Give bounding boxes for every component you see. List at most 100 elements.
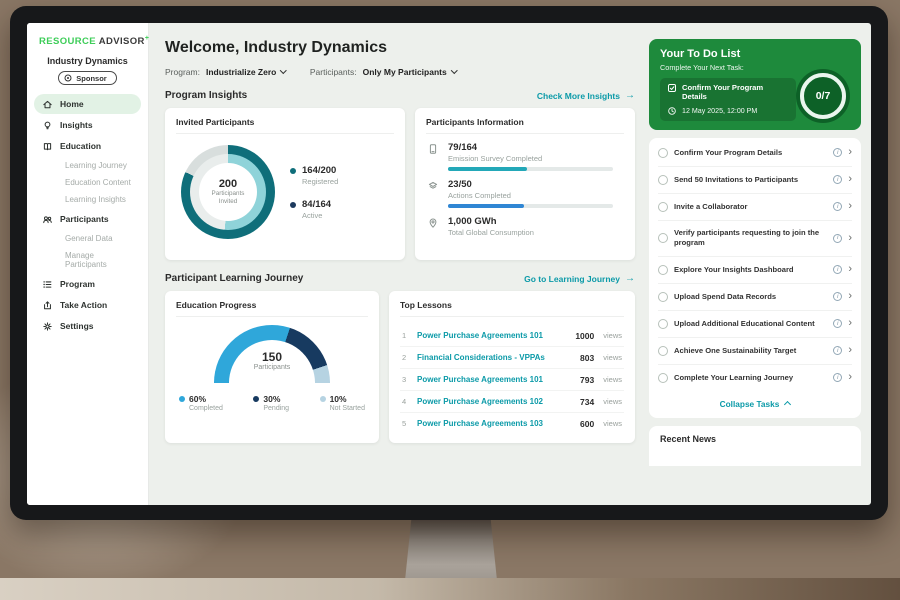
- chevron-right-icon[interactable]: [848, 147, 852, 158]
- sidebar-item-program[interactable]: Program: [34, 274, 141, 294]
- medal-icon: [64, 74, 72, 82]
- sidebar-item-take-action[interactable]: Take Action: [34, 295, 141, 315]
- legend-value: 84/164: [302, 198, 332, 210]
- chevron-right-icon[interactable]: [848, 318, 852, 329]
- views-suffix: views: [603, 375, 622, 384]
- link-label: Check More Insights: [536, 90, 620, 101]
- recent-news-card[interactable]: Recent News: [649, 425, 861, 466]
- sidebar-item-home[interactable]: Home: [34, 94, 141, 115]
- chevron-right-icon[interactable]: [848, 264, 852, 275]
- legend-label: Not Started: [329, 405, 365, 412]
- info-icon[interactable]: [833, 373, 843, 383]
- check-more-insights-link[interactable]: Check More Insights: [537, 90, 635, 101]
- chevron-right-icon[interactable]: [848, 345, 852, 356]
- task-row[interactable]: Send 50 Invitations to Participants: [658, 167, 852, 194]
- info-content: 23/50 Actions Completed: [448, 179, 624, 208]
- task-checkbox[interactable]: [658, 147, 668, 158]
- task-checkbox[interactable]: [658, 345, 668, 356]
- participants-filter-label: Participants:: [309, 67, 357, 77]
- lesson-link[interactable]: Power Purchase Agreements 102: [417, 397, 543, 406]
- insights-cards-row: Invited Participants 200 Participants In…: [165, 108, 635, 260]
- gear-icon: [43, 321, 52, 331]
- lesson-row: 5 Power Purchase Agreements 103 600 view…: [400, 413, 624, 434]
- task-row[interactable]: Upload Additional Educational Content: [658, 311, 852, 338]
- task-checkbox[interactable]: [658, 201, 668, 212]
- lesson-rank: 1: [402, 331, 407, 340]
- task-checkbox[interactable]: [658, 264, 668, 275]
- task-row[interactable]: Verify participants requesting to join t…: [658, 221, 852, 257]
- info-icon[interactable]: [833, 202, 843, 212]
- task-label: Upload Spend Data Records: [674, 291, 777, 301]
- chevron-right-icon[interactable]: [848, 291, 852, 302]
- education-legend: 60% Completed 30% Pending 10% Not Starte…: [176, 383, 368, 412]
- next-task-time-row: 12 May 2025, 12:00 PM: [667, 106, 789, 116]
- task-label: Invite a Collaborator: [674, 202, 748, 212]
- sidebar-item-education[interactable]: Education: [34, 136, 141, 156]
- task-row[interactable]: Upload Spend Data Records: [658, 284, 852, 311]
- task-label: Complete Your Learning Journey: [674, 372, 794, 382]
- book-icon: [43, 142, 52, 150]
- info-icon[interactable]: [833, 319, 843, 329]
- sidebar-item-participants[interactable]: Participants: [34, 209, 141, 229]
- task-checkbox[interactable]: [658, 291, 668, 302]
- task-row[interactable]: Confirm Your Program Details: [658, 140, 852, 167]
- lesson-link[interactable]: Power Purchase Agreements 103: [417, 419, 543, 428]
- info-label: Emission Survey Completed: [448, 154, 543, 163]
- task-checkbox[interactable]: [658, 318, 668, 329]
- legend-item-registered: 164/200 Registered: [290, 165, 338, 186]
- lesson-link[interactable]: Power Purchase Agreements 101: [417, 331, 543, 340]
- monitor-bezel: RESOURCE ADVISOR+ Industry Dynamics Spon…: [10, 6, 888, 520]
- task-row[interactable]: Complete Your Learning Journey: [658, 365, 852, 391]
- sidebar-item-learning-journey[interactable]: Learning Journey: [65, 161, 127, 171]
- task-checkbox[interactable]: [658, 372, 668, 383]
- legend-item-pending: 30% Pending: [253, 394, 289, 412]
- participants-filter: Participants: Only My Participants: [309, 67, 458, 77]
- chevron-right-icon[interactable]: [848, 233, 852, 244]
- filters-row: Program: Industrialize Zero Participants…: [165, 67, 635, 77]
- sponsor-badge-label: Sponsor: [76, 73, 107, 83]
- info-icon[interactable]: [833, 292, 843, 302]
- logo-part-resource: RESOURCE: [39, 36, 97, 48]
- page-title: Welcome, Industry Dynamics: [165, 39, 387, 56]
- chevron-right-icon[interactable]: [848, 201, 852, 212]
- clipboard-icon: [426, 142, 440, 171]
- sidebar-item-insights[interactable]: Insights: [34, 115, 141, 135]
- task-row[interactable]: Achieve One Sustainability Target: [658, 338, 852, 365]
- lesson-link[interactable]: Power Purchase Agreements 101: [417, 375, 543, 384]
- info-label: Actions Completed: [448, 191, 511, 200]
- views-suffix: views: [603, 353, 622, 362]
- sidebar-item-general-data[interactable]: General Data: [65, 234, 113, 244]
- chevron-right-icon[interactable]: [848, 174, 852, 185]
- info-icon[interactable]: [833, 233, 843, 243]
- program-filter-dropdown[interactable]: Industrialize Zero: [206, 67, 287, 77]
- lesson-rank: 5: [402, 419, 407, 428]
- lesson-link[interactable]: Financial Considerations - VPPAs: [417, 353, 545, 362]
- sidebar-item-settings[interactable]: Settings: [34, 316, 141, 336]
- legend-label: Registered: [302, 176, 339, 186]
- go-to-learning-journey-link[interactable]: Go to Learning Journey: [524, 273, 635, 284]
- task-checkbox[interactable]: [658, 233, 668, 244]
- people-icon: [43, 215, 52, 223]
- legend-label: Pending: [263, 405, 290, 412]
- sidebar-item-manage-participants[interactable]: Manage Participants: [65, 251, 107, 270]
- donut-center: 200 Participants Invited: [199, 163, 257, 221]
- todo-column: Your To Do List Complete Your Next Task:…: [649, 39, 861, 505]
- sidebar-item-education-content[interactable]: Education Content: [65, 178, 131, 188]
- info-icon[interactable]: [833, 148, 843, 158]
- home-icon: [43, 100, 52, 108]
- legend-pct: 10%: [329, 394, 347, 404]
- task-checkbox[interactable]: [658, 174, 668, 185]
- logo-plus: +: [144, 35, 150, 42]
- info-icon[interactable]: [833, 346, 843, 356]
- task-row[interactable]: Explore Your Insights Dashboard: [658, 257, 852, 284]
- chevron-down-icon: [280, 67, 287, 74]
- sidebar-item-learning-insights[interactable]: Learning Insights: [65, 195, 126, 205]
- info-icon[interactable]: [833, 175, 843, 185]
- chevron-right-icon[interactable]: [848, 372, 852, 383]
- info-content: 1,000 GWh Total Global Consumption: [448, 216, 624, 241]
- info-icon[interactable]: [833, 265, 843, 275]
- collapse-tasks-link[interactable]: Collapse Tasks: [658, 391, 852, 415]
- task-row[interactable]: Invite a Collaborator: [658, 194, 852, 221]
- views-suffix: views: [603, 397, 622, 406]
- participants-filter-dropdown[interactable]: Only My Participants: [363, 67, 458, 77]
